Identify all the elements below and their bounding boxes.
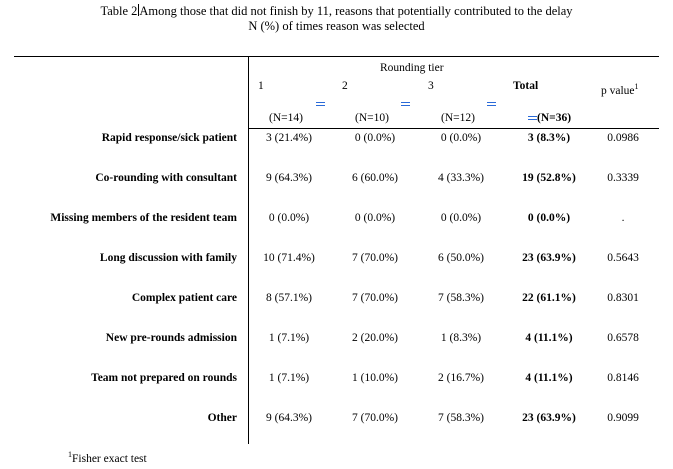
tier-3-cell: 1 (8.3%) (440, 332, 482, 344)
table-title: Table 2 Among those that did not finish b… (0, 4, 673, 34)
tier-1-cell: 0 (0.0%) (268, 212, 310, 224)
footnote-text: Fisher exact test (72, 452, 147, 465)
total-cell: 23 (63.9%) (522, 252, 576, 264)
tier-1-cell: 1 (7.1%) (268, 372, 310, 384)
total-cell: 0 (0.0%) (527, 212, 571, 224)
total-cell: 4 (11.1%) (525, 332, 573, 344)
tier-2-cell: 7 (70.0%) (352, 412, 398, 424)
tier-1-cell: 8 (57.1%) (266, 292, 312, 304)
tier-3-cell: 7 (58.3%) (438, 412, 484, 424)
equals-mark-3 (487, 102, 496, 106)
footnote-marker: 1 (68, 450, 72, 459)
pvalue-cell: 0.6578 (607, 332, 639, 344)
total-header: Total (513, 80, 539, 92)
pvalue-header: p value1 (601, 80, 639, 98)
total-cell: 3 (8.3%) (527, 132, 571, 144)
table-title-text: Among those that did not finish by 11, r… (139, 4, 573, 18)
text-cursor (137, 4, 139, 16)
pvalue-header-text: p value (601, 84, 635, 97)
equals-mark-1 (316, 102, 325, 106)
table-subtitle: N (%) of times reason was selected (248, 19, 425, 33)
row-label: Rapid response/sick patient (101, 132, 237, 144)
header-bottom-rule (248, 128, 659, 129)
label-column-divider (248, 56, 249, 444)
footnote: 1Fisher exact test (68, 450, 147, 465)
row-label: Other (207, 412, 237, 424)
tier-1-cell: 9 (64.3%) (266, 172, 312, 184)
pvalue-cell: 0.3339 (607, 172, 639, 184)
tier-2-cell: 6 (60.0%) (352, 172, 398, 184)
tier-3-cell: 2 (16.7%) (438, 372, 484, 384)
n-label-tier-3: (N=12) (441, 112, 475, 124)
pvalue-cell: 0.9099 (607, 412, 639, 424)
pvalue-cell: 0.8301 (607, 292, 639, 304)
pvalue-cell: 0.0986 (607, 132, 639, 144)
tier-2-header: 2 (342, 80, 348, 92)
n-label-tier-2: (N=10) (355, 112, 389, 124)
tier-1-cell: 9 (64.3%) (266, 412, 312, 424)
total-cell: 22 (61.1%) (522, 292, 576, 304)
tier-2-cell: 7 (70.0%) (352, 252, 398, 264)
row-label: Missing members of the resident team (50, 212, 237, 224)
tier-3-cell: 0 (0.0%) (440, 212, 482, 224)
equals-mark-4 (528, 116, 537, 120)
tier-2-cell: 7 (70.0%) (352, 292, 398, 304)
row-label: Team not prepared on rounds (91, 372, 237, 384)
table-top-rule (14, 56, 659, 57)
row-label: Co-rounding with consultant (95, 172, 237, 184)
pvalue-footnote-marker: 1 (634, 82, 639, 91)
row-label: Long discussion with family (99, 252, 237, 264)
tier-3-cell: 0 (0.0%) (440, 132, 482, 144)
total-cell: 19 (52.8%) (522, 172, 576, 184)
n-label-tier-1: (N=14) (269, 112, 303, 124)
row-label: New pre-rounds admission (105, 332, 237, 344)
tier-3-cell: 7 (58.3%) (438, 292, 484, 304)
rounding-tier-header: Rounding tier (380, 62, 444, 74)
pvalue-cell: 0.5643 (607, 252, 639, 264)
tier-1-cell: 1 (7.1%) (268, 332, 310, 344)
total-cell: 23 (63.9%) (522, 412, 576, 424)
tier-2-cell: 0 (0.0%) (354, 132, 396, 144)
total-cell: 4 (11.1%) (525, 372, 573, 384)
equals-mark-2 (401, 102, 410, 106)
pvalue-cell: . (621, 212, 625, 224)
tier-2-cell: 1 (10.0%) (352, 372, 398, 384)
tier-3-cell: 4 (33.3%) (438, 172, 484, 184)
tier-3-header: 3 (428, 80, 434, 92)
tier-1-cell: 10 (71.4%) (263, 252, 315, 264)
pvalue-cell: 0.8146 (607, 372, 639, 384)
tier-3-cell: 6 (50.0%) (438, 252, 484, 264)
tier-2-cell: 0 (0.0%) (354, 212, 396, 224)
row-label: Complex patient care (131, 292, 237, 304)
table-title-prefix: Table 2 (100, 4, 138, 18)
n-label-total: (N=36) (537, 112, 572, 124)
tier-1-cell: 3 (21.4%) (266, 132, 312, 144)
tier-2-cell: 2 (20.0%) (352, 332, 398, 344)
tier-1-header: 1 (258, 80, 264, 92)
